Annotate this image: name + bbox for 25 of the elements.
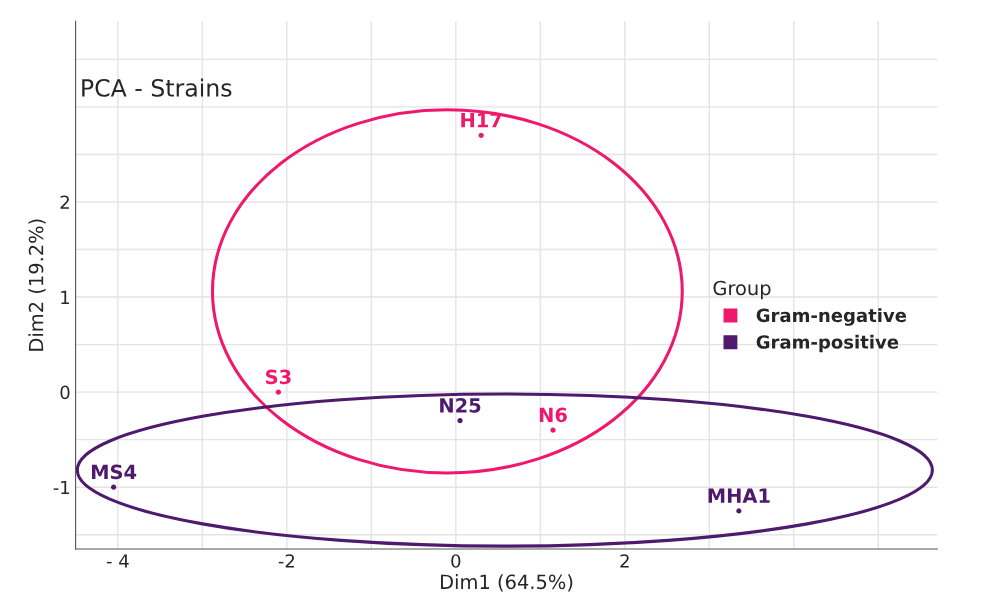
y-axis-title: Dim2 (19.2%) [28, 219, 46, 351]
point [457, 418, 463, 424]
data-label: N25 [440, 398, 481, 413]
y-tick-label: 0 [60, 385, 70, 400]
data-label: MS4 [91, 464, 137, 480]
text: PCA - Strains [82, 78, 232, 97]
y-tick-label: 1 [61, 290, 70, 304]
data-label: MHA1 [708, 488, 770, 503]
x-tick-label: -2 [278, 554, 295, 568]
point [111, 484, 117, 490]
point [478, 132, 484, 139]
point [275, 389, 281, 395]
x-tick-label: 0 [451, 554, 461, 568]
point [736, 508, 742, 514]
y-tick-label: -1 [53, 480, 70, 495]
x-tick-label: 2 [620, 554, 629, 568]
y-tick-label: 2 [60, 195, 69, 209]
x-tick-label: - 4 [106, 554, 129, 568]
point [550, 427, 556, 433]
x-axis-title: Dim1 (64.5%) [441, 574, 573, 592]
legend-title: Group [713, 280, 771, 300]
legend-label: Gram-negative [756, 308, 907, 326]
data-label: N6 [539, 407, 567, 423]
data-label: S3 [266, 369, 291, 385]
legend-label: Gram-positive [756, 334, 899, 353]
